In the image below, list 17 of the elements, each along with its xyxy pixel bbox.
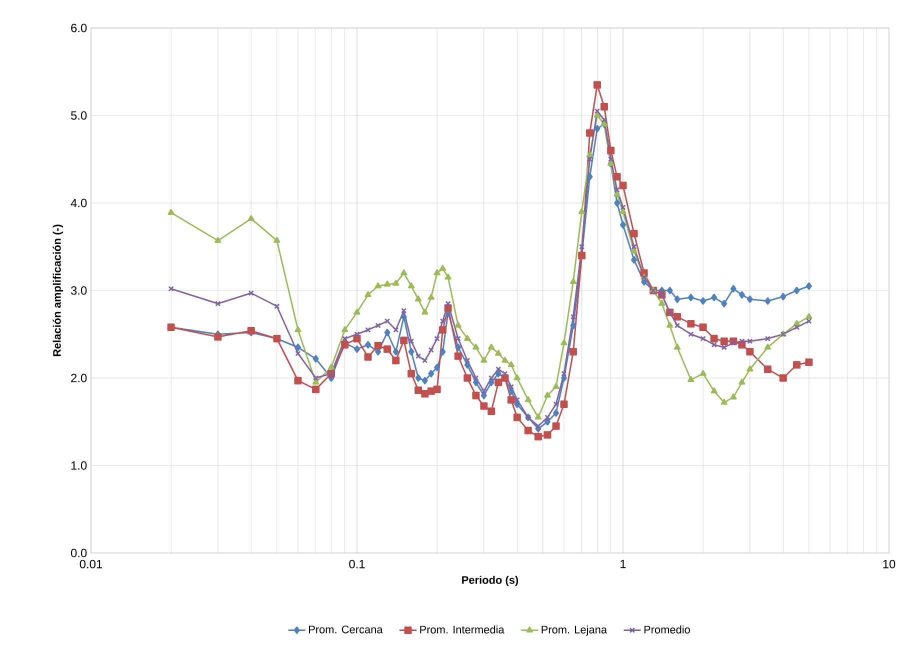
y-tick-label: 6.0 — [71, 24, 87, 32]
legend-label: Promedio — [644, 625, 690, 634]
legend-label: Prom. Intermedia — [420, 625, 504, 634]
x-axis-title: Periodo (s) — [462, 576, 518, 586]
x-tick-label: 0.1 — [349, 560, 365, 568]
y-tick-label: 3.0 — [70, 286, 87, 295]
y-tick-label: 0.0 — [70, 548, 87, 558]
y-tick-label: 5.0 — [71, 111, 87, 120]
x-tick-label: 10 — [883, 560, 896, 568]
legend-label: Prom. Lejana — [542, 625, 608, 636]
x-tick-label: 0.01 — [80, 560, 102, 568]
legend-label: Prom. Cercana — [308, 626, 383, 634]
y-tick-label: 1.0 — [71, 461, 87, 470]
y-tick-label: 4.0 — [70, 198, 87, 208]
x-tick-label: 1 — [620, 560, 626, 568]
y-axis-title: Relación amplificación (-) — [52, 224, 64, 356]
y-tick-label: 2.0 — [71, 374, 87, 382]
